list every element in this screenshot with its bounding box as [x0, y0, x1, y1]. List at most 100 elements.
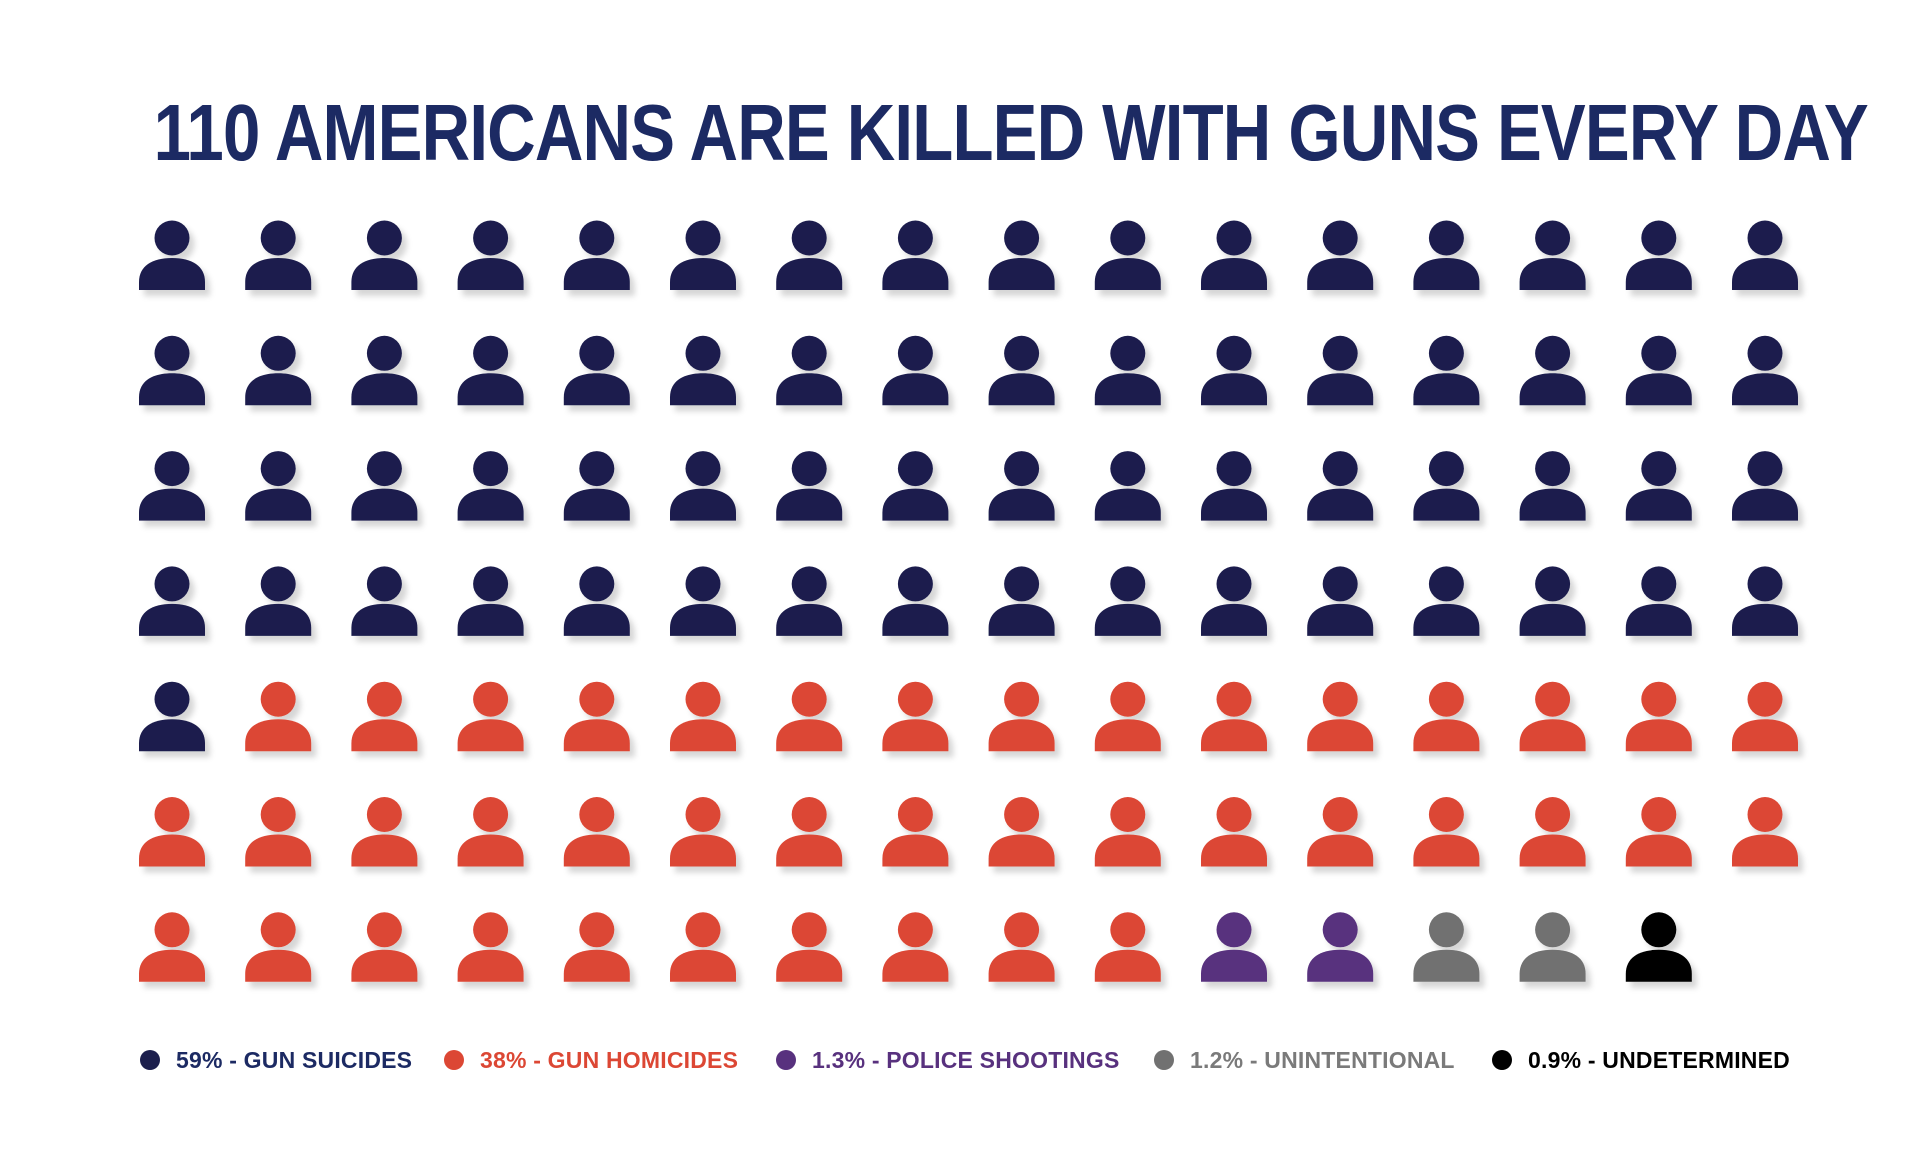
person-icon-gun-homicides [351, 797, 418, 867]
person-icon-gun-suicides [457, 220, 524, 290]
person-icon-gun-suicides [351, 220, 418, 290]
person-icon-gun-homicides [1519, 681, 1586, 752]
person-icon-gun-suicides [1732, 451, 1798, 521]
person-icon-gun-suicides [988, 220, 1055, 290]
person-icon-gun-homicides [988, 912, 1055, 982]
person-icon-gun-homicides [1625, 797, 1692, 867]
person-icon-gun-suicides [139, 220, 205, 290]
legend-item-gun-homicides: 38% - GUN HOMICIDES [444, 1040, 738, 1080]
person-icon-gun-homicides [1201, 681, 1267, 752]
person-icon-gun-homicides [1094, 681, 1161, 752]
person-icon-gun-suicides [1413, 451, 1480, 521]
person-icon-gun-suicides [670, 451, 736, 521]
person-icon-gun-suicides [670, 566, 736, 636]
person-icon-gun-homicides [670, 681, 736, 752]
person-icon-gun-suicides [1094, 335, 1161, 406]
person-icon-gun-homicides [1732, 797, 1798, 867]
person-icon-gun-homicides [988, 681, 1055, 752]
person-icon-gun-suicides [139, 451, 205, 521]
person-icon-gun-suicides [882, 566, 949, 636]
person-icon-gun-suicides [1519, 566, 1586, 636]
person-icon-gun-suicides [776, 451, 843, 521]
person-icon-gun-suicides [351, 566, 418, 636]
person-icon-gun-homicides [776, 797, 843, 867]
person-icon-undetermined [1625, 912, 1692, 982]
person-icon-gun-suicides [1201, 566, 1267, 636]
person-icon-gun-homicides [670, 797, 736, 867]
person-icon-gun-suicides [1307, 566, 1374, 636]
person-icon-gun-homicides [1519, 797, 1586, 867]
person-icon-gun-suicides [988, 335, 1055, 406]
person-icon-gun-homicides [1413, 681, 1480, 752]
legend-label: 38% - GUN HOMICIDES [480, 1046, 739, 1073]
person-icon-gun-homicides [245, 797, 312, 867]
person-icon-gun-homicides [1413, 797, 1480, 867]
person-icon-gun-suicides [1201, 335, 1267, 406]
legend-label: 59% - GUN SUICIDES [176, 1046, 413, 1073]
person-icon-gun-suicides [776, 335, 843, 406]
person-icon-gun-homicides [563, 912, 630, 982]
person-icon-gun-suicides [1413, 566, 1480, 636]
person-icon-gun-suicides [1307, 220, 1374, 290]
person-icon-gun-suicides [882, 451, 949, 521]
person-icon-gun-homicides [776, 912, 843, 982]
person-icon-gun-suicides [139, 566, 205, 636]
person-icon-gun-suicides [1625, 451, 1692, 521]
person-icon-gun-suicides [1413, 335, 1480, 406]
legend-item-gun-suicides: 59% - GUN SUICIDES [140, 1040, 412, 1080]
legend-dot-icon [1154, 1050, 1174, 1070]
legend-label: 1.2% - UNINTENTIONAL [1190, 1046, 1455, 1073]
person-icon-gun-suicides [457, 335, 524, 406]
person-icon-gun-suicides [139, 681, 205, 752]
person-icon-gun-suicides [882, 220, 949, 290]
person-icon-gun-homicides [1625, 681, 1692, 752]
person-icon-gun-suicides [139, 335, 205, 406]
person-icon-gun-homicides [1732, 681, 1798, 752]
person-icon-gun-suicides [1519, 335, 1586, 406]
person-icon-gun-suicides [1094, 451, 1161, 521]
person-icon-police-shootings [1201, 912, 1267, 982]
person-icon-gun-suicides [351, 451, 418, 521]
person-icon-gun-suicides [882, 335, 949, 406]
person-icon-gun-homicides [1201, 797, 1267, 867]
legend-dot-icon [776, 1050, 796, 1070]
legend-item-police-shootings: 1.3% - POLICE SHOOTINGS [776, 1040, 1120, 1080]
person-icon-gun-suicides [457, 566, 524, 636]
person-icon-gun-suicides [1625, 335, 1692, 406]
legend-item-unintentional: 1.2% - UNINTENTIONAL [1154, 1040, 1455, 1080]
person-icon-gun-homicides [988, 797, 1055, 867]
person-icon-gun-suicides [563, 335, 630, 406]
person-icon-gun-suicides [776, 566, 843, 636]
person-icon-gun-homicides [882, 797, 949, 867]
person-icon-gun-suicides [1625, 220, 1692, 290]
legend-dot-icon [140, 1050, 160, 1070]
person-icon-gun-suicides [670, 335, 736, 406]
person-icon-gun-homicides [457, 912, 524, 982]
person-icon-gun-suicides [1307, 451, 1374, 521]
person-icon-gun-suicides [776, 220, 843, 290]
legend-dot-icon [444, 1050, 464, 1070]
person-icon-gun-homicides [245, 912, 312, 982]
person-icon-gun-suicides [1201, 220, 1267, 290]
person-icon-gun-suicides [1625, 566, 1692, 636]
legend-dot-icon [1492, 1050, 1512, 1070]
person-icon-gun-homicides [1094, 912, 1161, 982]
chart-title: 110 AMERICANS ARE KILLED WITH GUNS EVERY… [153, 88, 1869, 177]
person-icon-gun-suicides [1732, 335, 1798, 406]
person-icon-gun-suicides [670, 220, 736, 290]
person-icon-unintentional [1413, 912, 1480, 982]
legend: 59% - GUN SUICIDES 38% - GUN HOMICIDES 1… [0, 1040, 1920, 1080]
person-icon-gun-suicides [563, 566, 630, 636]
person-icon-gun-suicides [563, 451, 630, 521]
legend-label: 0.9% - UNDETERMINED [1528, 1046, 1790, 1073]
person-icon-gun-homicides [1094, 797, 1161, 867]
person-icon-gun-suicides [1732, 566, 1798, 636]
person-icon-gun-homicides [457, 797, 524, 867]
person-icon-gun-suicides [245, 220, 312, 290]
person-icon-gun-suicides [1732, 220, 1798, 290]
person-icon-gun-suicides [245, 451, 312, 521]
person-icon-gun-suicides [1413, 220, 1480, 290]
person-icon-gun-suicides [457, 451, 524, 521]
person-icon-gun-homicides [245, 681, 312, 752]
